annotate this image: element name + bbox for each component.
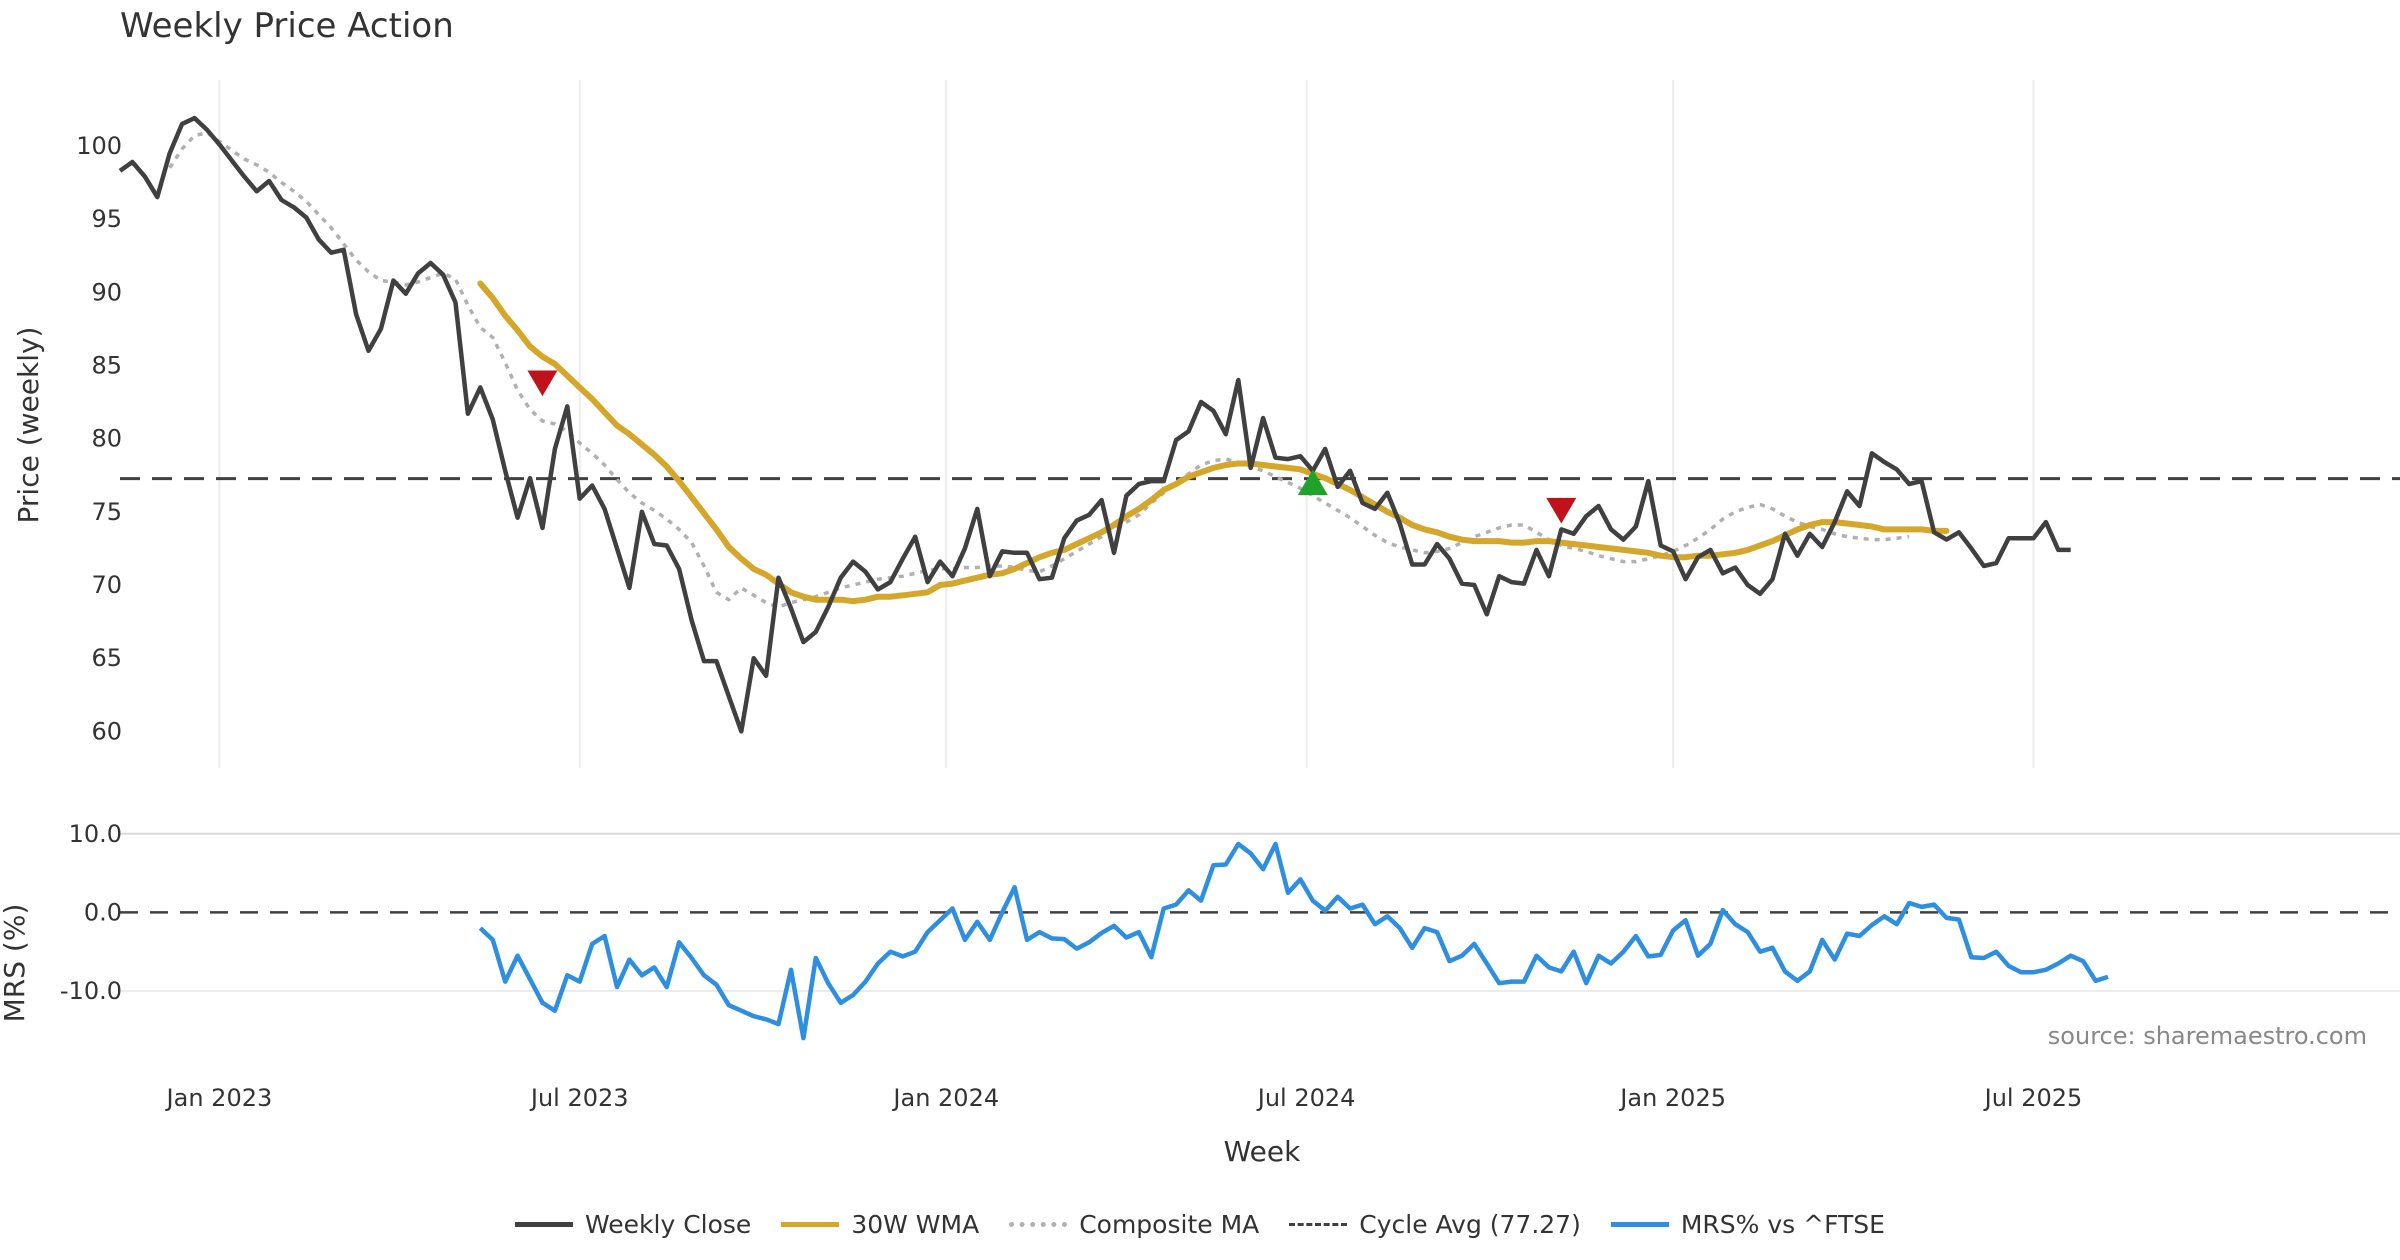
x-tick-label-1: Jul 2023 bbox=[529, 1084, 629, 1112]
axis-layer: Jan 2023 Jul 2023 Jan 2024 Jul 2024 Jan 2025… bbox=[60, 132, 2082, 1112]
x-tick-label-5: Jul 2025 bbox=[1983, 1084, 2083, 1112]
legend-item-weekly-close[interactable]: Weekly Close bbox=[515, 1210, 751, 1239]
price-y-tick-6: 90 bbox=[91, 278, 122, 306]
x-tick-label-2: Jan 2024 bbox=[891, 1084, 999, 1112]
price-y-tick-3: 75 bbox=[91, 498, 122, 526]
buy-signal-marker-1 bbox=[1297, 469, 1328, 496]
composite-ma-line bbox=[168, 130, 1910, 609]
legend-item-composite-ma[interactable]: Composite MA bbox=[1009, 1210, 1259, 1239]
legend-swatch-30w-wma bbox=[781, 1222, 840, 1227]
price-y-tick-4: 80 bbox=[91, 425, 122, 453]
x-tick-label-0: Jan 2023 bbox=[165, 1084, 273, 1112]
price-axis-label: Price (weekly) bbox=[12, 327, 45, 524]
chart-title: Weekly Price Action bbox=[120, 6, 454, 46]
sell-signal-marker-0 bbox=[527, 370, 558, 397]
x-tick-label-4: Jan 2025 bbox=[1618, 1084, 1726, 1112]
sell-signal-marker-2 bbox=[1546, 497, 1577, 524]
mrs-y-tick-1: 0.0 bbox=[84, 898, 122, 926]
mrs-axis-label: MRS (%) bbox=[0, 904, 31, 1023]
legend-label-30w-wma: 30W WMA bbox=[851, 1210, 980, 1239]
legend-swatch-cycle-avg bbox=[1289, 1223, 1348, 1226]
grid-layer bbox=[120, 80, 2400, 993]
price-y-tick-5: 85 bbox=[91, 351, 122, 379]
legend-swatch-composite-ma bbox=[1009, 1222, 1068, 1227]
source-note: source: sharemaestro.com bbox=[2048, 1022, 2367, 1050]
legend-swatch-weekly-close bbox=[515, 1222, 574, 1227]
mrs-panel bbox=[120, 841, 2400, 1041]
price-y-tick-1: 65 bbox=[91, 644, 122, 672]
x-axis-label: Week bbox=[1224, 1135, 1301, 1168]
x-tick-label-3: Jul 2024 bbox=[1256, 1084, 1356, 1112]
weekly-close-line bbox=[118, 115, 2071, 734]
legend-item-mrs[interactable]: MRS% vs ^FTSE bbox=[1610, 1210, 1885, 1239]
mrs-line bbox=[478, 841, 2109, 1041]
price-y-tick-2: 70 bbox=[91, 571, 122, 599]
legend: Weekly Close 30W WMA Composite MA Cycle … bbox=[0, 1210, 2400, 1239]
legend-label-composite-ma: Composite MA bbox=[1079, 1210, 1260, 1239]
legend-swatch-mrs bbox=[1610, 1222, 1669, 1227]
legend-item-30w-wma[interactable]: 30W WMA bbox=[781, 1210, 979, 1239]
legend-label-mrs: MRS% vs ^FTSE bbox=[1680, 1210, 1885, 1239]
wma-30w-line bbox=[477, 280, 1950, 605]
mrs-y-tick-2: -10.0 bbox=[60, 977, 122, 1005]
price-y-tick-0: 60 bbox=[91, 717, 122, 745]
legend-label-weekly-close: Weekly Close bbox=[585, 1210, 752, 1239]
price-y-tick-8: 100 bbox=[76, 132, 122, 160]
price-panel bbox=[118, 115, 2400, 734]
mrs-y-tick-0: 10.0 bbox=[69, 820, 122, 848]
legend-item-cycle-avg[interactable]: Cycle Avg (77.27) bbox=[1289, 1210, 1581, 1239]
legend-label-cycle-avg: Cycle Avg (77.27) bbox=[1359, 1210, 1581, 1239]
price-y-tick-7: 95 bbox=[91, 205, 122, 233]
